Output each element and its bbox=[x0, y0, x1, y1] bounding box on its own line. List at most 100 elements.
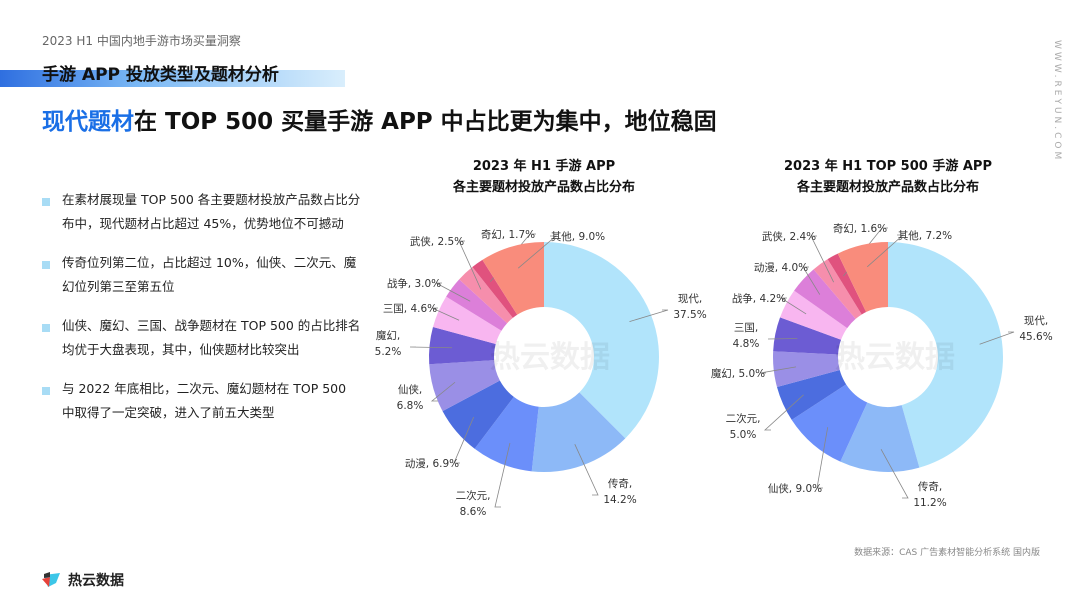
section-title-bar bbox=[0, 70, 345, 87]
leader-line bbox=[802, 266, 821, 295]
slice-现代 bbox=[544, 242, 659, 439]
slice-label: 现代, 45.6% bbox=[1019, 315, 1052, 343]
slice-动漫 bbox=[442, 380, 514, 449]
slice-战争 bbox=[446, 279, 508, 331]
headline-text: 在 TOP 500 买量手游 APP 中占比更为集中，地位稳固 bbox=[134, 109, 717, 135]
bullet-marker bbox=[42, 261, 50, 269]
slice-label: 战争, 3.0% bbox=[387, 277, 441, 290]
chart-1-donut: 现代, 37.5% 传奇, 14.2% 二次元, 8.6% 动漫, 6.9% 仙侠, 6.8% 魔… bbox=[375, 228, 707, 518]
slice-label: 仙侠, 9.0% bbox=[768, 482, 822, 495]
leader-line bbox=[979, 331, 1015, 345]
slice-label-value: 45.6% bbox=[1019, 331, 1052, 343]
slice-二次元 bbox=[776, 370, 847, 420]
brand-name: 热云数据 bbox=[68, 573, 124, 589]
leader-line bbox=[816, 427, 829, 489]
slice-label-name: 现代, bbox=[678, 293, 702, 305]
slice-魔幻 bbox=[429, 327, 496, 365]
slice-label-name: 魔幻, bbox=[376, 329, 400, 342]
bullet-item: 仙侠、魔幻、三国、战争题材在 TOP 500 的占比排名均优于大盘表现，其中，仙… bbox=[42, 318, 362, 362]
slice-label-value: 4.8% bbox=[733, 338, 760, 350]
chart-2-title-line-1: 2023 年 H1 TOP 500 手游 APP bbox=[784, 158, 992, 174]
slice-label: 奇幻, 1.6% bbox=[833, 222, 887, 235]
slice-label-value: 37.5% bbox=[673, 309, 706, 321]
headline: 现代题材在 TOP 500 买量手游 APP 中占比更为集中，地位稳固 bbox=[42, 102, 717, 136]
leader-line bbox=[517, 235, 558, 269]
bullet-item: 与 2022 年底相比，二次元、魔幻题材在 TOP 500 中取得了一定突破，进… bbox=[42, 381, 362, 425]
leader-line bbox=[763, 394, 804, 431]
slice-战争 bbox=[780, 290, 848, 340]
slice-label: 其他, 7.2% bbox=[898, 229, 952, 242]
slice-label-name: 二次元, bbox=[726, 412, 761, 425]
slice-label: 武侠, 2.5% bbox=[410, 235, 464, 248]
leader-line bbox=[880, 449, 909, 499]
slice-label-name: 三国, bbox=[734, 322, 758, 334]
watermark: 热云数据 bbox=[835, 340, 955, 375]
slice-魔幻 bbox=[773, 351, 840, 387]
leader-line bbox=[453, 416, 475, 464]
leader-line bbox=[409, 346, 452, 349]
slice-label-value: 6.8% bbox=[397, 400, 424, 412]
leader-line bbox=[435, 282, 471, 302]
slice-label-name: 二次元, bbox=[456, 489, 491, 502]
bullet-text: 与 2022 年底相比，二次元、魔幻题材在 TOP 500 中取得了一定突破，进… bbox=[62, 381, 347, 420]
slice-二次元 bbox=[474, 396, 539, 472]
slice-label: 三国, 4.8% bbox=[733, 322, 760, 350]
slice-label: 二次元, 5.0% bbox=[726, 412, 761, 441]
slice-label: 仙侠, 6.8% bbox=[397, 383, 424, 412]
slice-label: 三国, 4.6% bbox=[383, 303, 437, 315]
slice-label-name: 传奇, bbox=[608, 477, 632, 490]
report-title: 2023 H1 中国内地手游市场买量洞察 bbox=[42, 34, 241, 48]
slice-传奇 bbox=[531, 392, 626, 472]
slice-label-name: 传奇, bbox=[918, 480, 942, 493]
bullet-text: 仙侠、魔幻、三国、战争题材在 TOP 500 的占比排名均优于大盘表现，其中，仙… bbox=[62, 318, 361, 357]
leader-line bbox=[759, 366, 797, 374]
slice-奇幻 bbox=[827, 253, 867, 315]
leader-line bbox=[430, 381, 456, 402]
slice-label: 传奇, 14.2% bbox=[603, 477, 636, 506]
slice-仙侠 bbox=[791, 384, 868, 462]
bullet-marker bbox=[42, 198, 50, 206]
slice-label: 战争, 4.2% bbox=[732, 292, 786, 305]
reyun-logo-icon bbox=[42, 572, 60, 587]
slice-仙侠 bbox=[429, 360, 500, 412]
leader-line bbox=[431, 307, 460, 321]
slice-武侠 bbox=[813, 259, 862, 319]
chart-1-title-line-2: 各主要题材投放产品数占比分布 bbox=[452, 179, 635, 195]
chart-2-donut: 现代, 45.6% 传奇, 11.2% 仙侠, 9.0% 二次元, 5.0% 魔幻, 5.0%… bbox=[711, 222, 1053, 509]
slice-label: 二次元, 8.6% bbox=[456, 489, 491, 518]
bullet-item: 传奇位列第二位，占比超过 10%，仙侠、二次元、魔幻位列第三至第五位 bbox=[42, 255, 362, 299]
data-source: 数据来源：CAS 广告素材智能分析系统 国内版 bbox=[854, 548, 1040, 558]
site-url: WWW.REYUN.COM bbox=[1052, 40, 1062, 163]
leader-line bbox=[574, 444, 599, 496]
slice-label: 奇幻, 1.7% bbox=[481, 228, 535, 241]
slice-label: 武侠, 2.4% bbox=[762, 230, 816, 243]
section-title: 手游 APP 投放类型及题材分析 bbox=[42, 65, 279, 85]
slice-label: 现代, 37.5% bbox=[673, 293, 706, 321]
chart-2-title-line-2: 各主要题材投放产品数占比分布 bbox=[796, 179, 979, 195]
bullet-marker bbox=[42, 387, 50, 395]
slice-label-value: 14.2% bbox=[603, 494, 636, 506]
brand-logo: 热云数据 bbox=[40, 570, 124, 590]
leader-line bbox=[810, 235, 834, 283]
slice-动漫 bbox=[794, 269, 856, 329]
bullet-list: 在素材展现量 TOP 500 各主要题材投放产品数占比分布中，现代题材占比超过 … bbox=[42, 192, 362, 445]
bullet-marker bbox=[42, 324, 50, 332]
leader-line bbox=[494, 442, 511, 508]
slice-label: 魔幻, 5.2% bbox=[375, 329, 402, 358]
slice-label-value: 5.0% bbox=[730, 429, 757, 441]
slice-label-name: 仙侠, bbox=[398, 383, 422, 396]
slice-label: 动漫, 4.0% bbox=[754, 261, 808, 274]
watermark: 热云数据 bbox=[490, 340, 610, 375]
bullet-item: 在素材展现量 TOP 500 各主要题材投放产品数占比分布中，现代题材占比超过 … bbox=[42, 192, 362, 236]
slice-label-name: 现代, bbox=[1024, 315, 1048, 327]
headline-highlight: 现代题材 bbox=[42, 109, 134, 135]
slice-label-value: 11.2% bbox=[913, 497, 946, 509]
slice-三国 bbox=[432, 296, 502, 344]
slice-label: 其他, 9.0% bbox=[551, 230, 605, 243]
slice-label-value: 8.6% bbox=[460, 506, 487, 518]
leader-line bbox=[629, 309, 669, 322]
slice-label: 动漫, 6.9% bbox=[405, 457, 459, 470]
leader-line bbox=[779, 297, 807, 315]
slice-传奇 bbox=[840, 402, 920, 472]
